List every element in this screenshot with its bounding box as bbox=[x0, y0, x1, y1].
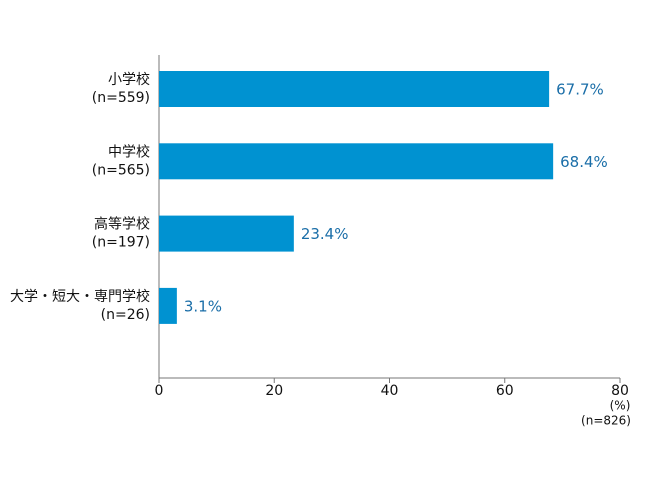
value-label: 67.7% bbox=[556, 81, 604, 99]
x-tick-label: 20 bbox=[265, 383, 283, 399]
bar bbox=[159, 71, 550, 107]
category-label: (n=565) bbox=[92, 162, 150, 178]
category-label: (n=559) bbox=[92, 90, 150, 106]
x-tick-label: 60 bbox=[496, 383, 514, 399]
category-label: 小学校 bbox=[108, 71, 150, 88]
unit-label: (%) bbox=[610, 399, 631, 413]
sample-label: (n=826) bbox=[581, 414, 631, 428]
value-label: 3.1% bbox=[184, 297, 222, 315]
value-label: 68.4% bbox=[560, 153, 608, 171]
category-label: (n=26) bbox=[101, 307, 150, 323]
category-label: 大学・短大・専門学校 bbox=[10, 288, 150, 305]
bar bbox=[159, 287, 177, 324]
x-tick-label: 80 bbox=[611, 383, 629, 399]
x-tick-label: 40 bbox=[381, 383, 399, 399]
category-label: 高等学校 bbox=[94, 216, 150, 233]
category-label: (n=197) bbox=[92, 235, 150, 251]
value-label: 23.4% bbox=[301, 225, 349, 243]
bar bbox=[159, 215, 294, 252]
bar bbox=[159, 143, 554, 180]
category-label: 中学校 bbox=[108, 143, 150, 160]
x-tick-label: 0 bbox=[155, 383, 164, 399]
